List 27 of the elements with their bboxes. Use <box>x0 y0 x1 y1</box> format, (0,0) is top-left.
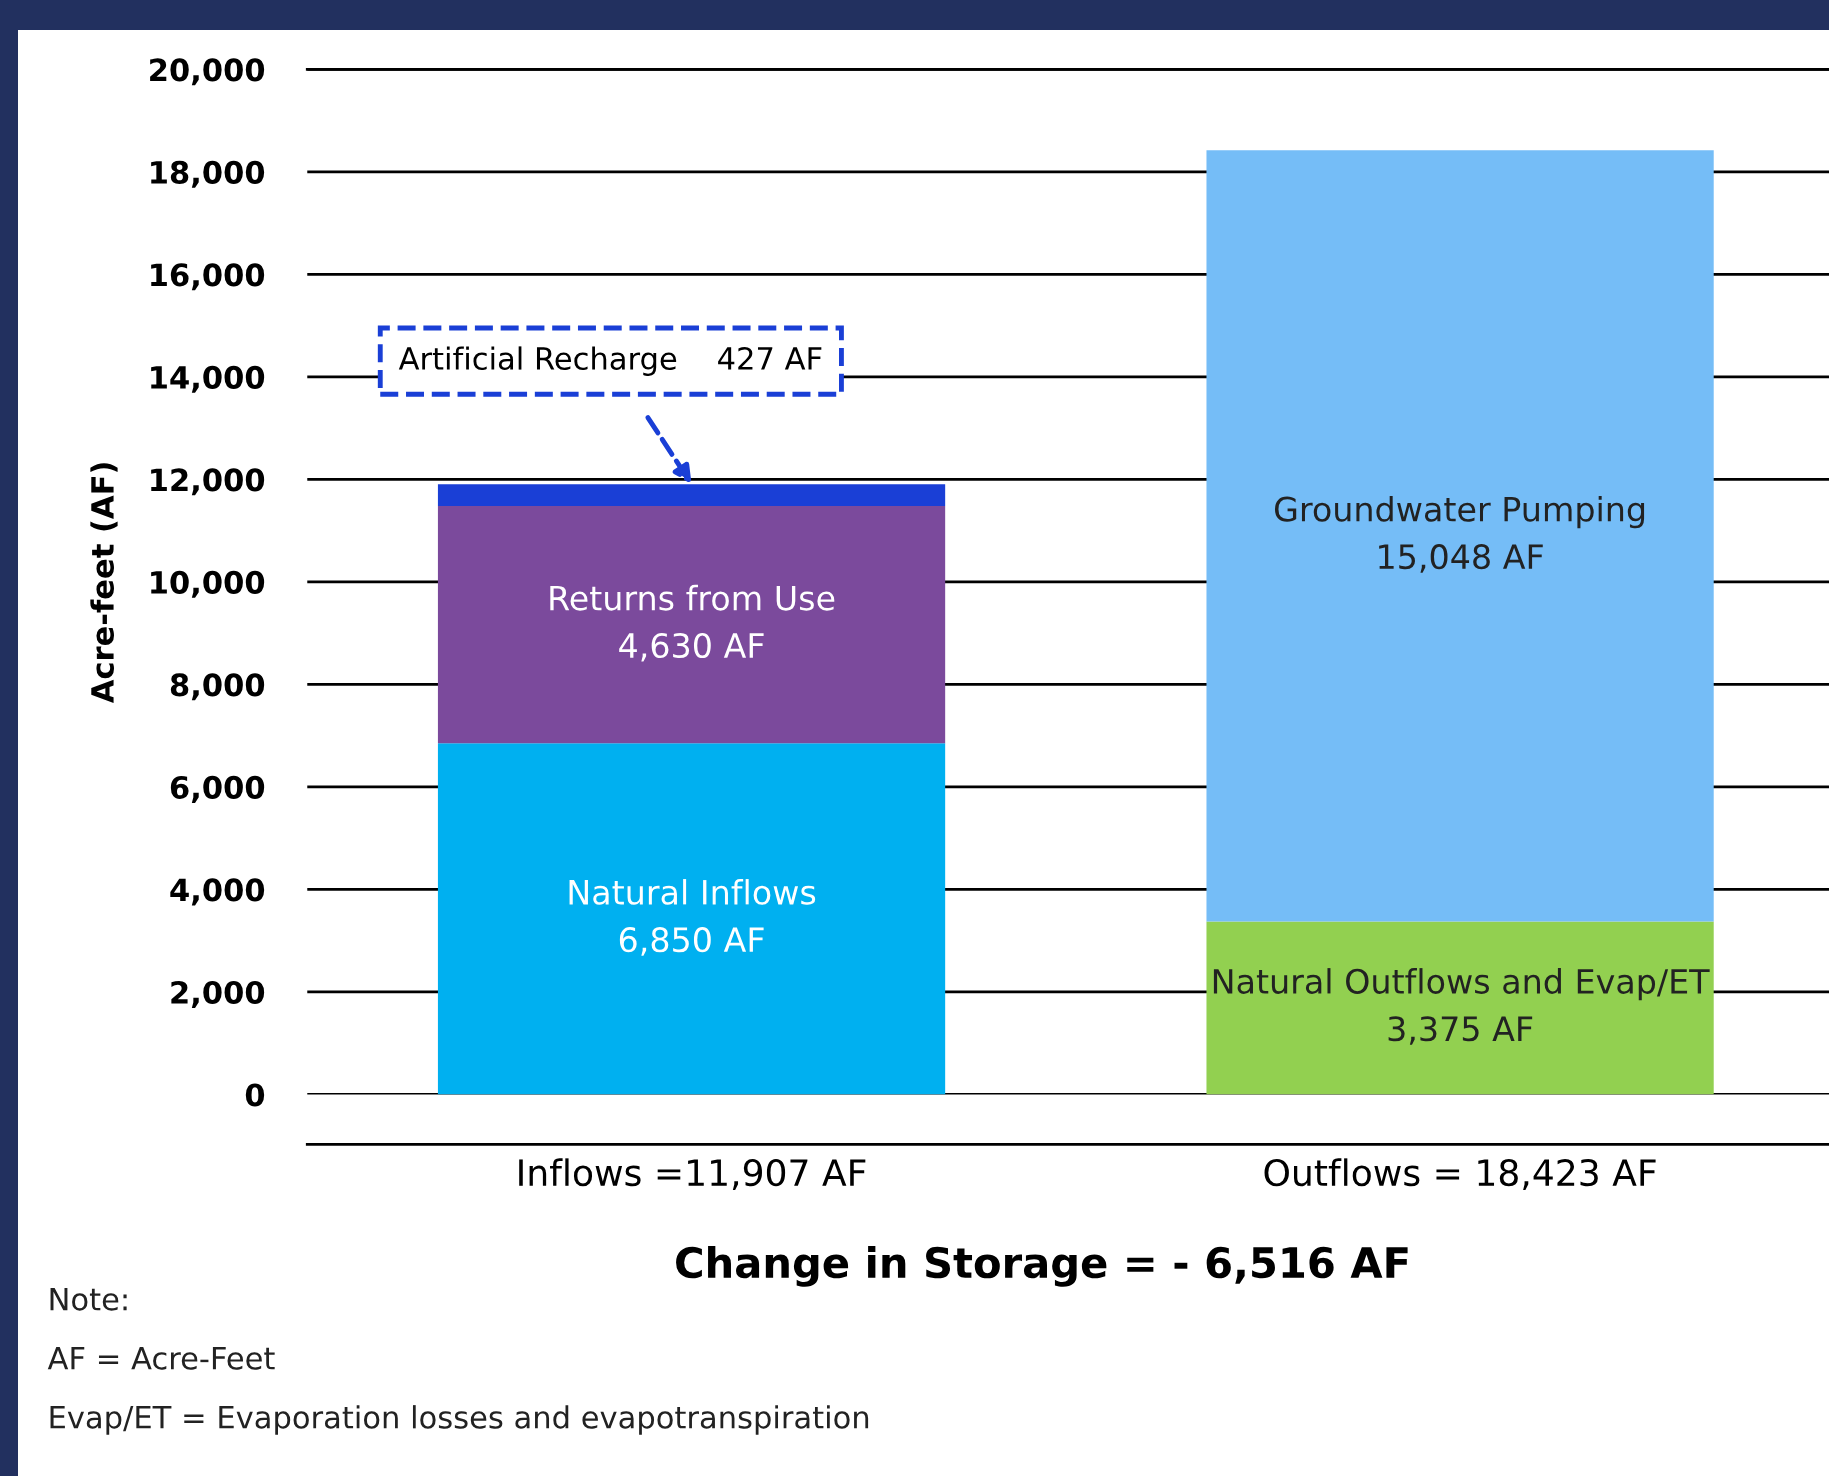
text: Note: <box>50 1287 127 1311</box>
text: AF = Acre-Feet <box>47 1347 275 1370</box>
x-tick-label: Outflows = 18,423 AF <box>1264 1158 1656 1190</box>
y-tick-label: 8,000 <box>170 673 265 701</box>
data-label: 15,048 AF <box>1379 544 1543 573</box>
y-tick-label: 4,000 <box>170 878 265 906</box>
y-tick-label: 0 <box>245 1083 265 1107</box>
y-tick-label: 2,000 <box>171 980 265 1008</box>
data-label: 6,850 AF <box>619 927 764 956</box>
y-tick-label: 20,000 <box>150 58 265 86</box>
y-tick-label: 10,000 <box>151 570 265 598</box>
y-axis-title: Acre-feet (AF) <box>90 463 118 704</box>
text: Artificial Recharge 427 AF <box>398 346 822 376</box>
y-tick-label: 12,000 <box>151 468 265 496</box>
series-label: Natural Outflows and Evap/ET <box>1213 968 1710 1001</box>
text: Evap/ET = Evaporation losses and evapotranspiration <box>50 1405 869 1435</box>
y-tick-label: 6,000 <box>170 775 265 803</box>
data-label: 4,630 AF <box>619 632 764 662</box>
text: Change in Storage = - 6,516 AF <box>676 1246 1408 1287</box>
series-label: Natural Inflows <box>569 879 816 905</box>
data-label: 3,375 AF <box>1388 1016 1533 1045</box>
series-label: Groundwater Pumping <box>1274 495 1645 529</box>
series-label: Returns from Use <box>550 584 835 611</box>
y-tick-label: 16,000 <box>151 263 265 291</box>
y-tick-label: 14,000 <box>151 365 265 393</box>
x-tick-label: Inflows =11,907 AF <box>519 1158 866 1190</box>
y-tick-label: 18,000 <box>151 160 265 188</box>
